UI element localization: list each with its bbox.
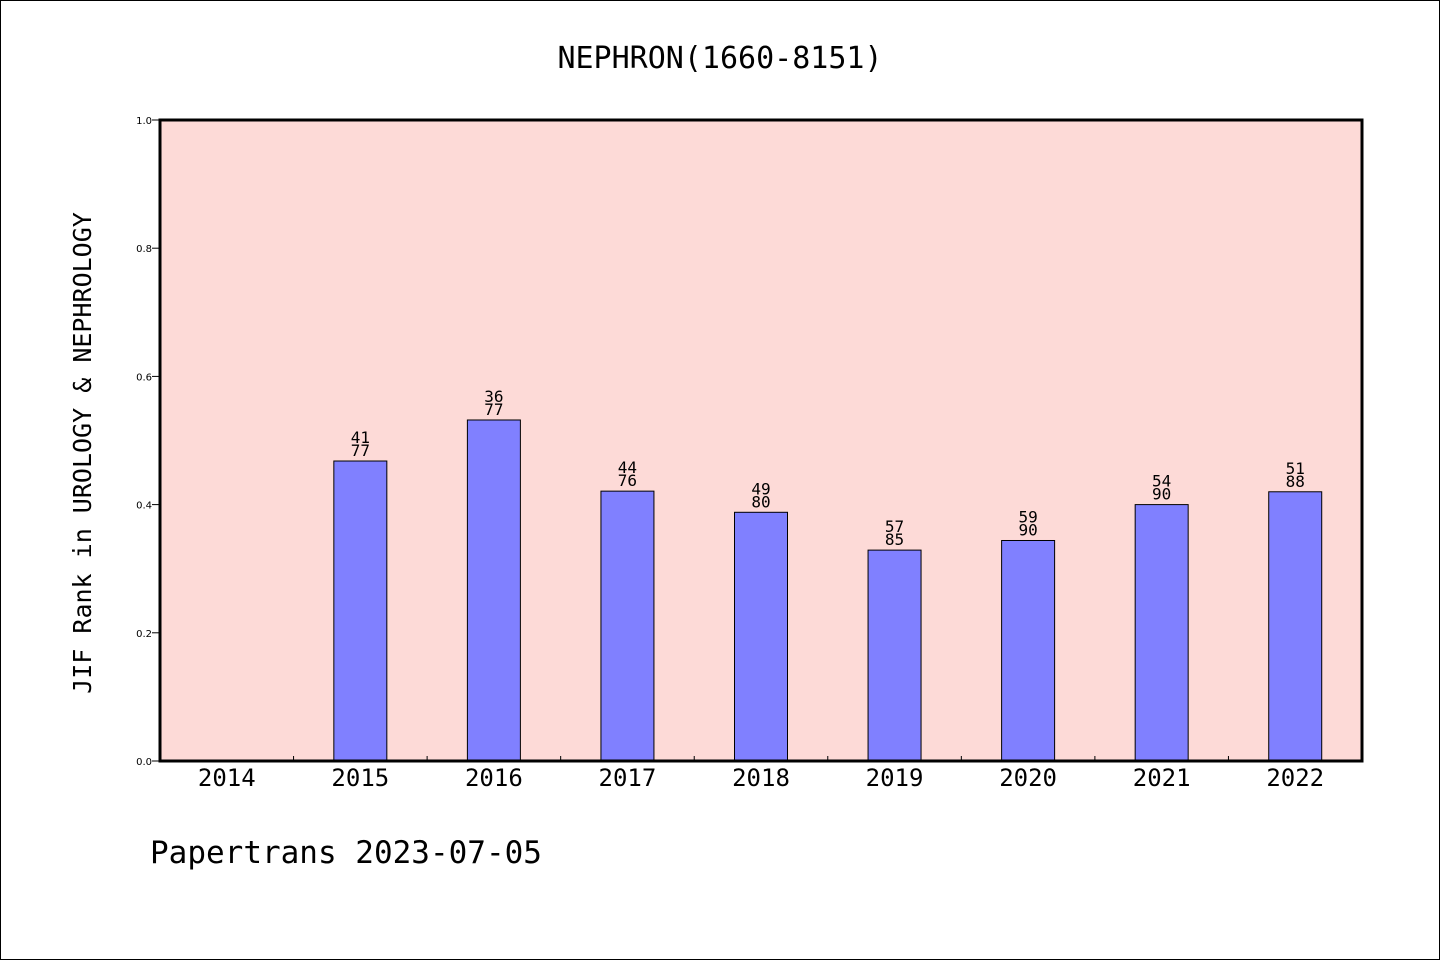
bar-2019 — [867, 549, 922, 762]
y-tick-label-4: 0.8 — [136, 244, 152, 255]
bar-2020 — [1001, 539, 1056, 762]
rank-label-2016: 36 — [484, 387, 503, 406]
footer-source-date: Papertrans 2023-07-05 — [150, 835, 542, 871]
rank-label-2020: 59 — [1018, 507, 1037, 526]
total-label-2019: 85 — [885, 530, 904, 549]
rank-label-2017: 44 — [618, 458, 637, 477]
x-tick-label-2014: 2014 — [198, 764, 256, 792]
bar-2021 — [1134, 504, 1189, 762]
rank-label-2021: 54 — [1152, 472, 1171, 491]
x-tick-label-2021: 2021 — [1133, 764, 1191, 792]
total-label-2021: 90 — [1152, 485, 1171, 504]
rank-label-2022: 51 — [1286, 459, 1305, 478]
y-tick-label-5: 1.0 — [136, 116, 152, 127]
chart-title: NEPHRON(1660-8151) — [557, 41, 882, 76]
total-label-2017: 76 — [618, 471, 637, 490]
x-tick-label-2016: 2016 — [465, 764, 523, 792]
total-label-2022: 88 — [1286, 472, 1305, 491]
bar-2022 — [1268, 491, 1323, 762]
x-tick-label-2019: 2019 — [866, 764, 924, 792]
rank-label-2018: 49 — [751, 479, 770, 498]
rank-label-2015: 41 — [351, 428, 370, 447]
bar-2015 — [333, 460, 388, 762]
total-label-2020: 90 — [1018, 520, 1037, 539]
total-label-2015: 77 — [351, 441, 370, 460]
bar-2018 — [734, 511, 788, 762]
x-tick-label-2015: 2015 — [331, 764, 389, 792]
bar-2017 — [600, 490, 655, 762]
x-tick-label-2018: 2018 — [732, 764, 790, 792]
x-tick-label-2020: 2020 — [999, 764, 1057, 792]
total-label-2016: 77 — [484, 400, 503, 419]
ticks-layer: 2014 2015 2016 2017 2018 2019 2020 2021 2022 0.0 0… — [136, 116, 1324, 792]
y-tick-label-2: 0.4 — [136, 501, 152, 512]
y-tick-label-0: 0.0 — [136, 757, 152, 768]
bar-2016 — [466, 419, 521, 762]
x-tick-label-2022: 2022 — [1266, 764, 1324, 792]
y-tick-label-3: 0.6 — [136, 372, 152, 383]
y-axis-label: JIF Rank in UROLOGY & NEPHROLOGY — [68, 212, 97, 694]
y-tick-label-1: 0.2 — [136, 629, 152, 640]
total-label-2018: 80 — [751, 492, 770, 511]
rank-label-2019: 57 — [885, 517, 904, 536]
x-tick-label-2017: 2017 — [599, 764, 657, 792]
plot-frame — [158, 118, 1364, 763]
